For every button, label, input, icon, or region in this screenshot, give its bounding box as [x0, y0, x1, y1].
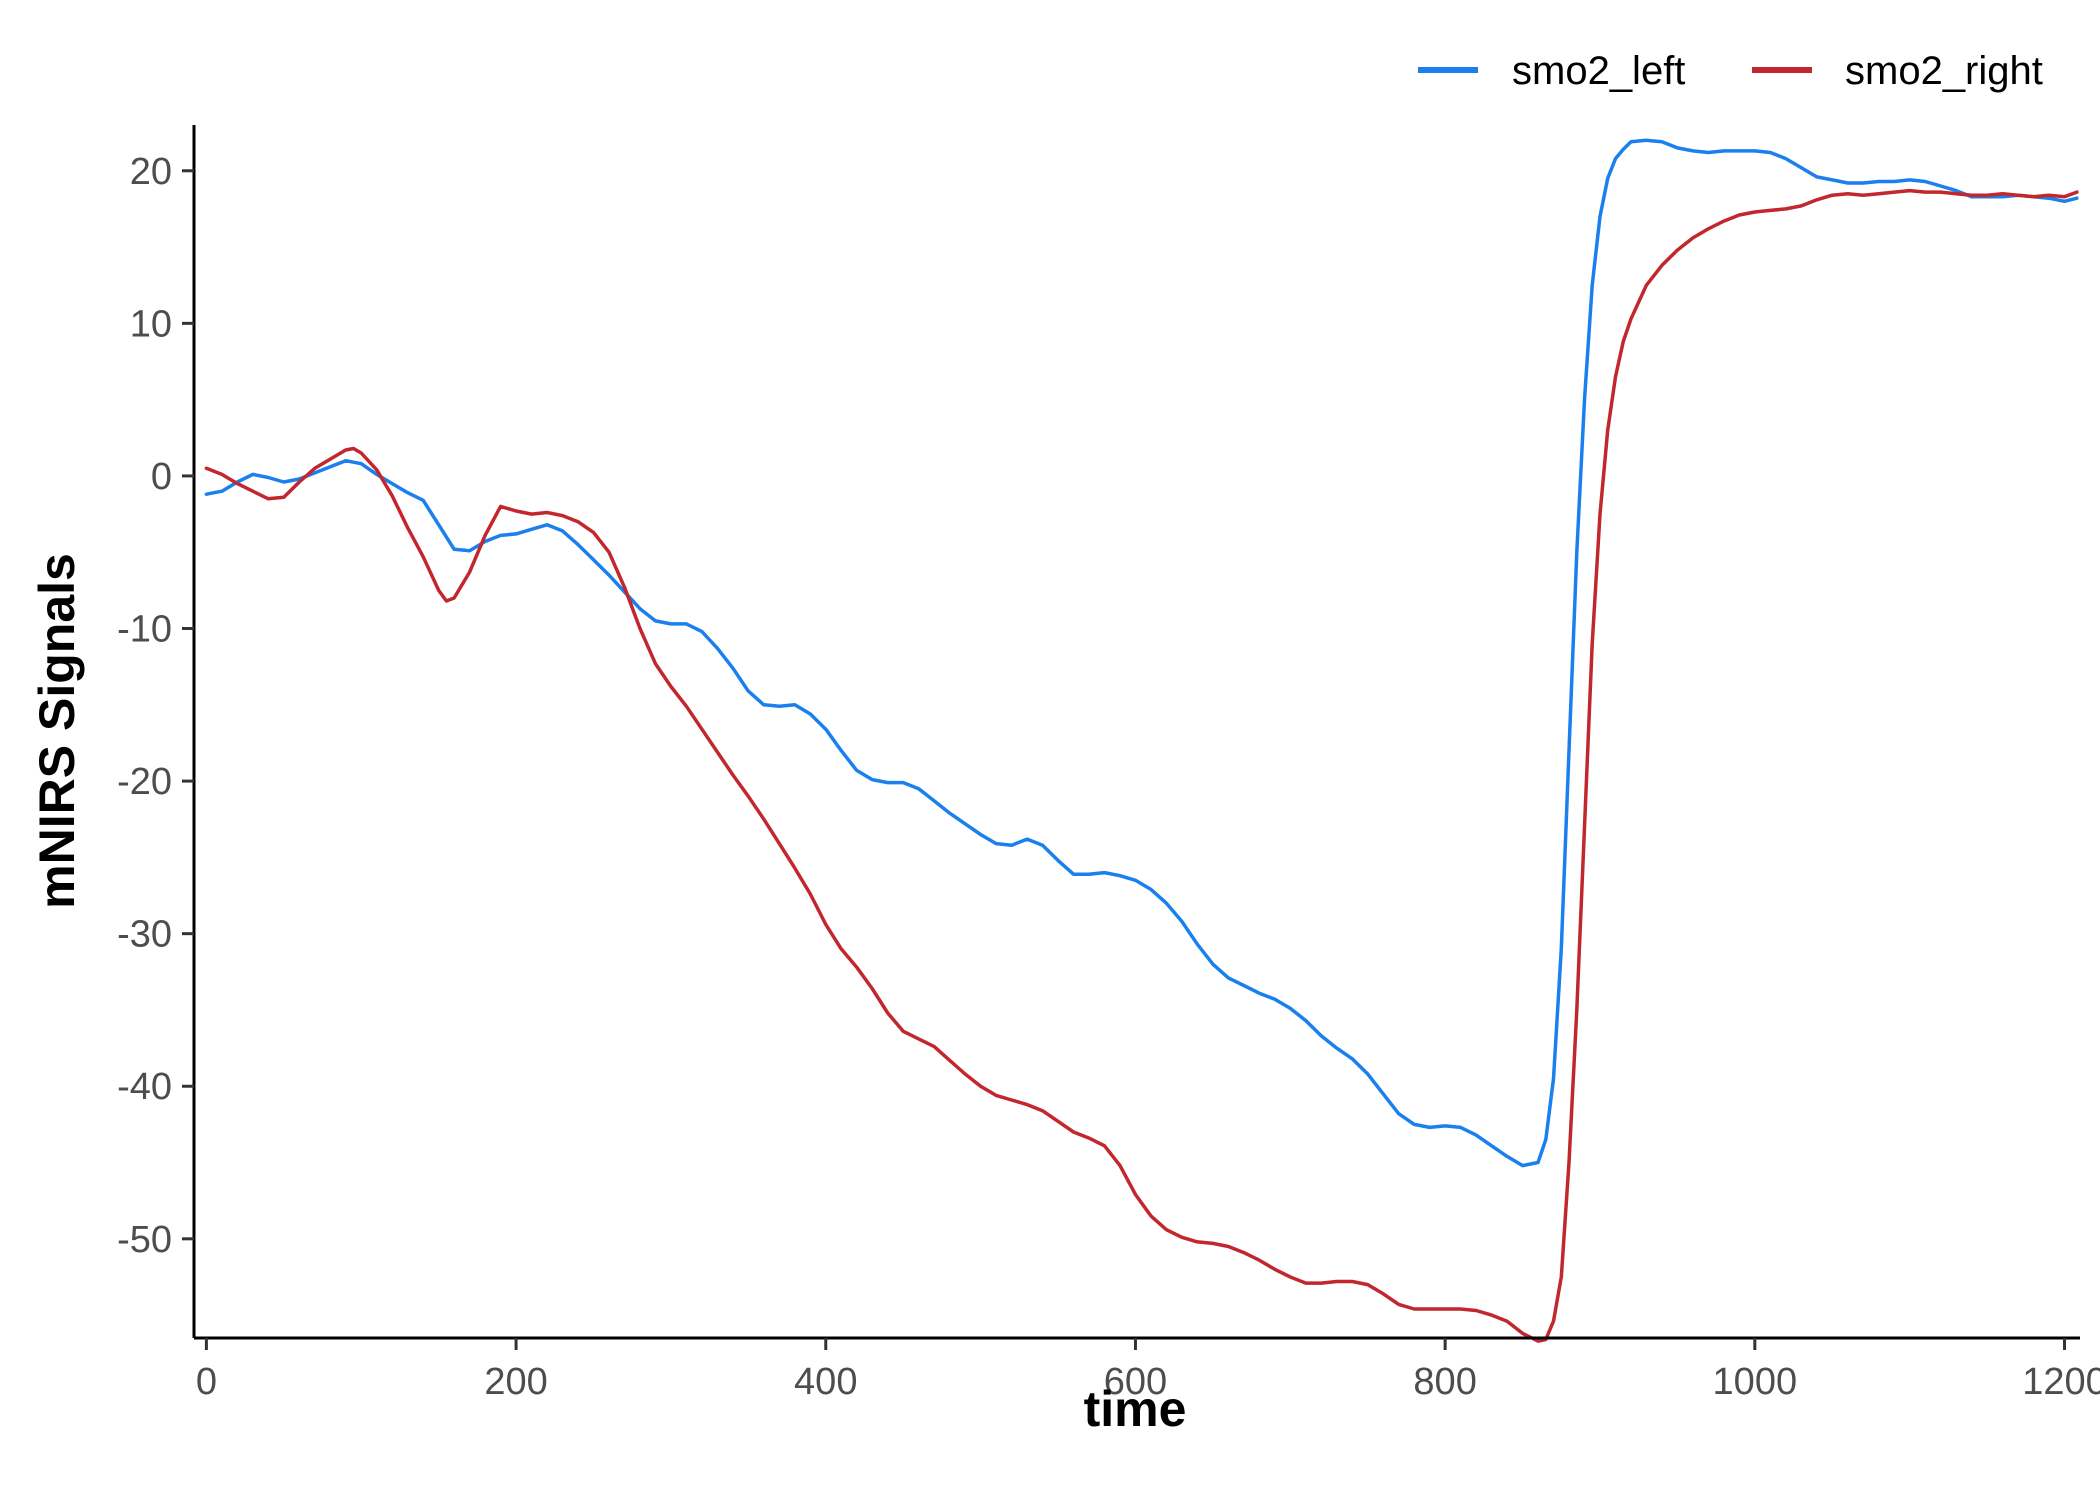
series-line-smo2-right — [204, 188, 2079, 1343]
x-tick-label: 1000 — [1713, 1361, 1798, 1403]
x-tick-label: 600 — [1104, 1361, 1167, 1403]
legend-label: smo2_right — [1845, 49, 2043, 93]
y-tick-label: -30 — [117, 914, 172, 956]
y-tick-label: -50 — [117, 1219, 172, 1261]
y-axis-ticks: -50 -40 -30 -20 -10 0 10 20 — [117, 151, 194, 1261]
y-tick-label: -20 — [117, 761, 172, 803]
x-tick-label: 800 — [1413, 1361, 1476, 1403]
y-tick-label: -10 — [117, 609, 172, 651]
x-tick-label: 200 — [484, 1361, 547, 1403]
x-tick-label: 1200 — [2022, 1361, 2100, 1403]
plot-lines — [204, 138, 2079, 1343]
x-axis-title: time — [1084, 1381, 1187, 1437]
y-tick-label: 20 — [130, 151, 172, 193]
x-tick-label: 0 — [196, 1361, 217, 1403]
y-tick-label: 10 — [130, 303, 172, 345]
y-tick-label: 0 — [151, 456, 172, 498]
x-tick-label: 400 — [794, 1361, 857, 1403]
legend: smo2_left smo2_right — [1418, 49, 2043, 93]
legend-label: smo2_left — [1512, 49, 1685, 93]
y-tick-label: -40 — [117, 1066, 172, 1108]
y-axis-title: mNIRS Signals — [29, 553, 85, 909]
series-line-smo2-left — [204, 138, 2079, 1168]
x-axis-ticks: 0 200 400 600 800 1000 1200 — [196, 1338, 2100, 1403]
